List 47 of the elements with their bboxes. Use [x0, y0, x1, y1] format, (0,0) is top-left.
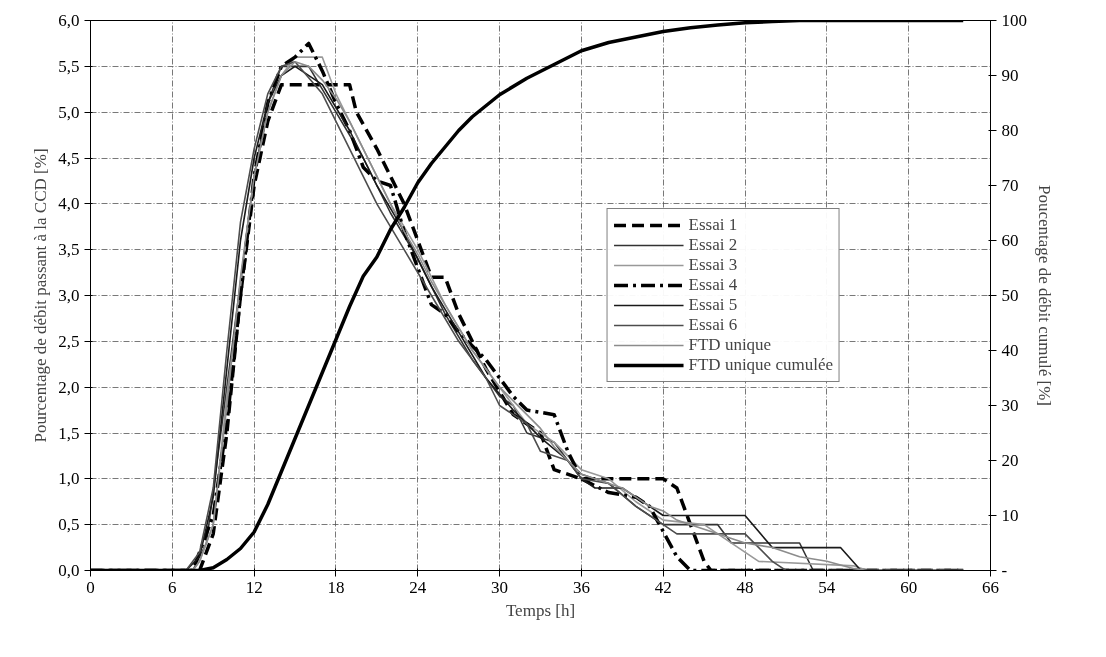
y-tick-label: 3,0 — [58, 286, 80, 305]
x-tick-label: 6 — [168, 577, 177, 597]
legend-label: Essai 6 — [688, 315, 738, 335]
y-tick-label: 2,5 — [58, 331, 80, 351]
x-tick-label: 30 — [491, 577, 509, 597]
y2-axis-title: Poucentage de débit cumulé [%] — [1035, 185, 1054, 406]
x-tick-label: 60 — [900, 577, 918, 597]
legend-label: Essai 2 — [688, 235, 738, 255]
x-tick-label: 66 — [982, 577, 999, 597]
y-axis-title: Pourcentage de débit passant à la CCD [%] — [31, 148, 51, 443]
x-tick-label: 36 — [572, 577, 590, 597]
y2-tick-label: 100 — [1001, 11, 1027, 30]
legend-label: Essai 3 — [688, 255, 738, 275]
y2-tick-label: 60 — [1001, 231, 1019, 250]
y2-tick-label: 40 — [1001, 341, 1019, 360]
x-tick-label: 24 — [409, 577, 427, 597]
x-tick-label: 0 — [86, 577, 95, 597]
x-tick-label: 18 — [327, 577, 345, 597]
y-tick-label: 5,5 — [58, 56, 80, 76]
legend-label: Essai 5 — [688, 295, 738, 315]
y-tick-label: 1,5 — [58, 423, 80, 443]
legend-label: Essai 4 — [688, 275, 738, 295]
x-tick-label: 54 — [818, 577, 836, 597]
y2-tick-label: 70 — [1001, 176, 1019, 195]
x-tick-label: 48 — [736, 577, 754, 597]
y-tick-label: 6,0 — [58, 11, 80, 30]
y2-tick-label: 10 — [1001, 506, 1019, 525]
y2-tick-label: 50 — [1001, 286, 1019, 305]
y-tick-label: 1,0 — [58, 469, 80, 489]
x-tick-label: 12 — [245, 577, 263, 597]
x-axis-title: Temps [h] — [505, 600, 576, 620]
y-tick-label: 3,5 — [58, 240, 80, 260]
legend-label: FTD unique — [688, 335, 772, 355]
x-tick-label: 42 — [654, 577, 672, 597]
y2-tick-label: 30 — [1001, 396, 1019, 415]
y-tick-label: 0,0 — [58, 561, 80, 580]
y2-tick-label: 90 — [1001, 66, 1019, 85]
y-tick-label: 4,5 — [58, 148, 80, 168]
y-tick-label: 0,5 — [58, 515, 80, 535]
y2-tick-label: 80 — [1001, 121, 1019, 140]
legend-label: Essai 1 — [688, 215, 738, 235]
y-tick-label: 2,0 — [58, 377, 80, 397]
y2-tick-label: - — [1001, 561, 1008, 580]
y-tick-label: 4,0 — [58, 194, 80, 214]
legend-label: FTD unique cumulée — [688, 355, 833, 375]
y2-tick-label: 20 — [1001, 451, 1019, 470]
y-tick-label: 5,0 — [58, 102, 80, 122]
